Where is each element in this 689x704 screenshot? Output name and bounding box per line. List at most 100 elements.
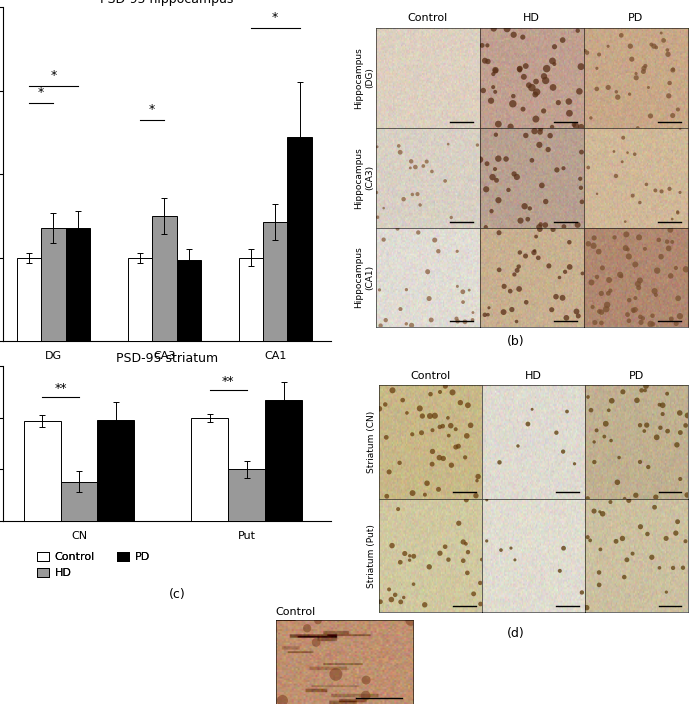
Point [604,275,615,286]
Point [531,76,542,87]
Point [381,491,392,502]
Point [666,313,677,325]
Bar [61,482,97,521]
Point [633,122,644,134]
Point [600,418,611,429]
Point [594,579,605,591]
Point [583,162,594,173]
Point [404,555,415,566]
Point [594,306,605,317]
Point [595,506,606,517]
Point [513,261,524,272]
Point [675,122,686,134]
Point [413,227,424,238]
Point [398,592,409,603]
Point [564,108,575,119]
Text: Control: Control [276,608,316,617]
Point [583,238,594,249]
Point [614,452,625,463]
Point [498,306,509,318]
Point [572,219,583,230]
Point [531,231,542,242]
Point [593,567,604,578]
Point [360,674,371,686]
Point [553,97,564,108]
Point [490,65,501,76]
Point [630,292,641,303]
Text: *: * [38,86,44,99]
Point [475,598,486,610]
Point [541,63,552,74]
Point [640,61,651,72]
Point [539,70,550,82]
Point [554,272,565,283]
Point [547,56,558,67]
Point [375,320,386,332]
Point [643,461,654,472]
Point [591,271,602,282]
Point [675,408,686,419]
Point [605,285,616,296]
Point [331,669,342,680]
Point [501,153,512,165]
Point [612,477,623,488]
Point [546,121,557,132]
Point [462,400,473,411]
Point [650,491,661,503]
Point [635,275,646,286]
Title: PSD-95 striatum: PSD-95 striatum [116,352,218,365]
Point [639,385,650,396]
Text: Control: Control [410,371,451,381]
Point [597,508,608,520]
Point [426,166,438,177]
Text: Hippocampus
(DG): Hippocampus (DG) [355,47,374,109]
Point [480,55,491,66]
Point [557,446,568,457]
Point [517,103,528,115]
Point [491,175,502,186]
Point [654,399,665,410]
Point [535,219,546,230]
Point [427,425,438,436]
Point [482,158,493,170]
Point [672,207,683,218]
Point [514,65,525,76]
Point [609,232,620,243]
Point [422,266,433,277]
Point [627,548,638,559]
Point [662,44,673,56]
Point [681,489,689,501]
Point [405,162,416,173]
Point [615,269,626,280]
Point [427,446,438,457]
Text: (a): (a) [169,405,186,417]
Point [582,493,593,504]
Point [445,420,456,432]
Text: PD: PD [628,13,644,23]
Point [649,501,660,513]
Bar [238,258,263,341]
Point [655,422,666,434]
Point [576,146,587,158]
Point [622,147,633,158]
Point [302,622,313,634]
Point [453,517,464,529]
Point [596,318,607,329]
Point [603,288,614,299]
Point [586,113,597,124]
Point [593,49,604,60]
Text: Control: Control [407,13,448,23]
Point [452,246,463,257]
Point [489,23,500,34]
Point [495,544,506,555]
Point [645,318,656,329]
Point [610,170,621,182]
Point [667,213,678,225]
Point [406,156,417,167]
Point [622,244,633,255]
Point [507,98,518,109]
Point [661,586,672,598]
Point [442,413,453,424]
Point [539,220,551,231]
Point [628,306,639,317]
